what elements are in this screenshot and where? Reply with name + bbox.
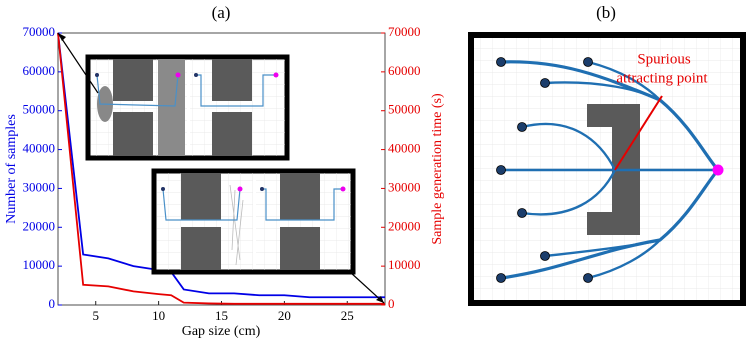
y-tick-label: 60000	[23, 63, 56, 78]
inset-top	[85, 54, 290, 161]
x-tick-label: 20	[278, 308, 291, 323]
plot-area: 5 10 15 20 25 0 10000 20000 30000 40000 50000 60000…	[23, 24, 421, 323]
x-tick-label: 15	[215, 308, 228, 323]
data-line	[57, 32, 385, 305]
y2-tick-label: 40000	[388, 141, 421, 156]
annotation: attracting point	[616, 70, 708, 86]
x-tick-label: 25	[341, 308, 354, 323]
goal-point	[712, 164, 724, 176]
y2-tick-label: 30000	[388, 179, 421, 194]
y-axis-label: Number of samples	[4, 114, 19, 224]
y2-axis-label: Sample generation time (s)	[430, 93, 445, 245]
panel-label: (a)	[212, 3, 231, 22]
y2-tick-label: 50000	[388, 102, 421, 117]
y2-tick-label: 0	[388, 296, 395, 311]
panel-label: (b)	[596, 3, 616, 22]
y2-tick-label: 60000	[388, 63, 421, 78]
y-tick-label: 40000	[23, 141, 56, 156]
y2-tick-label: 70000	[388, 24, 421, 39]
x-tick-label: 10	[152, 308, 165, 323]
annotation: Spurious	[637, 51, 691, 67]
y2-tick-label: 10000	[388, 257, 421, 272]
y-tick-label: 0	[49, 296, 56, 311]
inset-arrow	[57, 32, 385, 304]
y2-tick-label: 20000	[388, 218, 421, 233]
y-tick-label: 70000	[23, 24, 56, 39]
y-tick-label: 30000	[23, 179, 56, 194]
x-tick-label: 5	[92, 308, 99, 323]
start-points	[496, 57, 593, 283]
y-tick-label: 20000	[23, 218, 56, 233]
y-tick-label: 10000	[23, 257, 56, 272]
trajectories	[500, 60, 720, 280]
inset-bottom	[151, 168, 356, 275]
data-line	[57, 32, 385, 299]
x-axis-label: Gap size (cm)	[182, 324, 261, 339]
y-tick-label: 50000	[23, 102, 56, 117]
annotation-pointer	[614, 95, 663, 171]
